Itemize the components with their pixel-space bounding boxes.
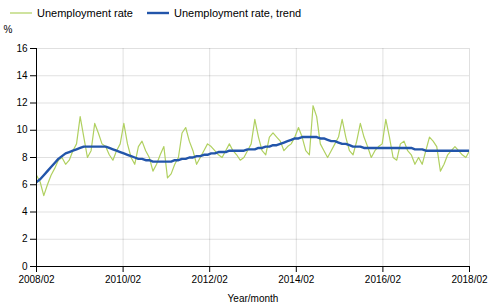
svg-text:10: 10 [16,124,28,135]
svg-text:14: 14 [16,70,28,81]
svg-text:2014/02: 2014/02 [278,274,315,285]
svg-text:%: % [4,24,13,35]
svg-text:12: 12 [16,97,28,108]
svg-text:8: 8 [22,152,28,163]
svg-text:2: 2 [22,233,28,244]
svg-text:Year/month: Year/month [228,293,279,304]
svg-text:6: 6 [22,179,28,190]
html-text:Unemployment rate: Unemployment rate [37,7,133,19]
svg-text:4: 4 [22,206,28,217]
html-text:Unemployment rate, trend: Unemployment rate, trend [174,7,302,19]
svg-text:16: 16 [16,43,28,54]
svg-text:0: 0 [22,261,28,272]
svg-text:2016/02: 2016/02 [365,274,402,285]
svg-text:2008/02: 2008/02 [18,274,55,285]
svg-text:2010/02: 2010/02 [105,274,142,285]
svg-text:2012/02: 2012/02 [192,274,229,285]
svg-text:2018/02: 2018/02 [451,274,488,285]
